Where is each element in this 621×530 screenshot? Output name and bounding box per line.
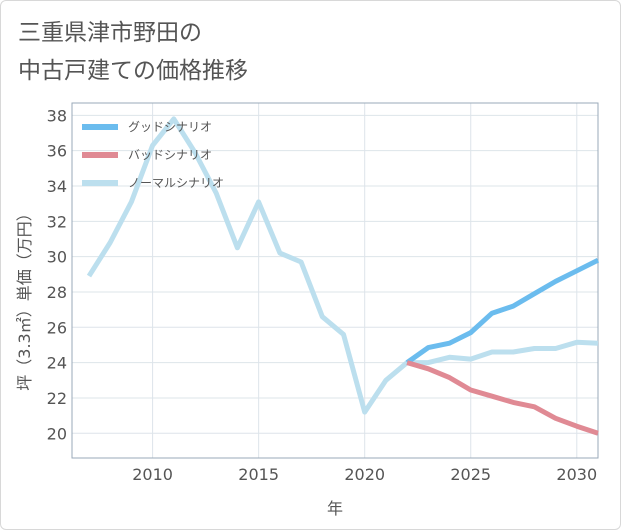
y-tick-label: 22 — [47, 389, 67, 408]
y-tick-label: 24 — [47, 354, 67, 373]
x-tick-label: 2030 — [556, 465, 597, 484]
series-line-2 — [86, 116, 599, 415]
x-tick-label: 2010 — [132, 465, 173, 484]
y-tick-label: 30 — [47, 248, 67, 267]
chart-title: 三重県津市野田の 中古戸建ての価格推移 — [18, 14, 248, 90]
x-axis-label: 年 — [327, 499, 343, 518]
series-line-0 — [405, 257, 600, 365]
series-lines — [86, 116, 600, 436]
y-axis-label: 坪（3.3㎡）単価（万円） — [15, 205, 34, 390]
axis-ticks: 20 22 24 26 28 30 32 34 36 38 2010 2015 2020 2025 2030 — [47, 106, 598, 484]
y-tick-label: 28 — [47, 283, 67, 302]
x-tick-label: 2015 — [238, 465, 279, 484]
y-tick-label: 34 — [47, 177, 67, 196]
y-tick-label: 38 — [47, 106, 67, 125]
legend-label: バッドシナリオ — [128, 148, 212, 162]
y-tick-label: 20 — [47, 424, 67, 443]
x-tick-label: 2020 — [344, 465, 385, 484]
series-line-1 — [406, 360, 599, 436]
chart-title-line-2: 中古戸建ての価格推移 — [18, 58, 248, 84]
y-tick-label: 36 — [47, 142, 67, 161]
legend-label: グッドシナリオ — [128, 120, 212, 134]
legend-label: ノーマルシナリオ — [128, 176, 224, 190]
chart-title-line-1: 三重県津市野田の — [18, 20, 202, 46]
x-tick-label: 2025 — [450, 465, 491, 484]
plot-area — [71, 102, 599, 459]
y-tick-label: 32 — [47, 212, 67, 231]
y-tick-label: 26 — [47, 318, 67, 337]
